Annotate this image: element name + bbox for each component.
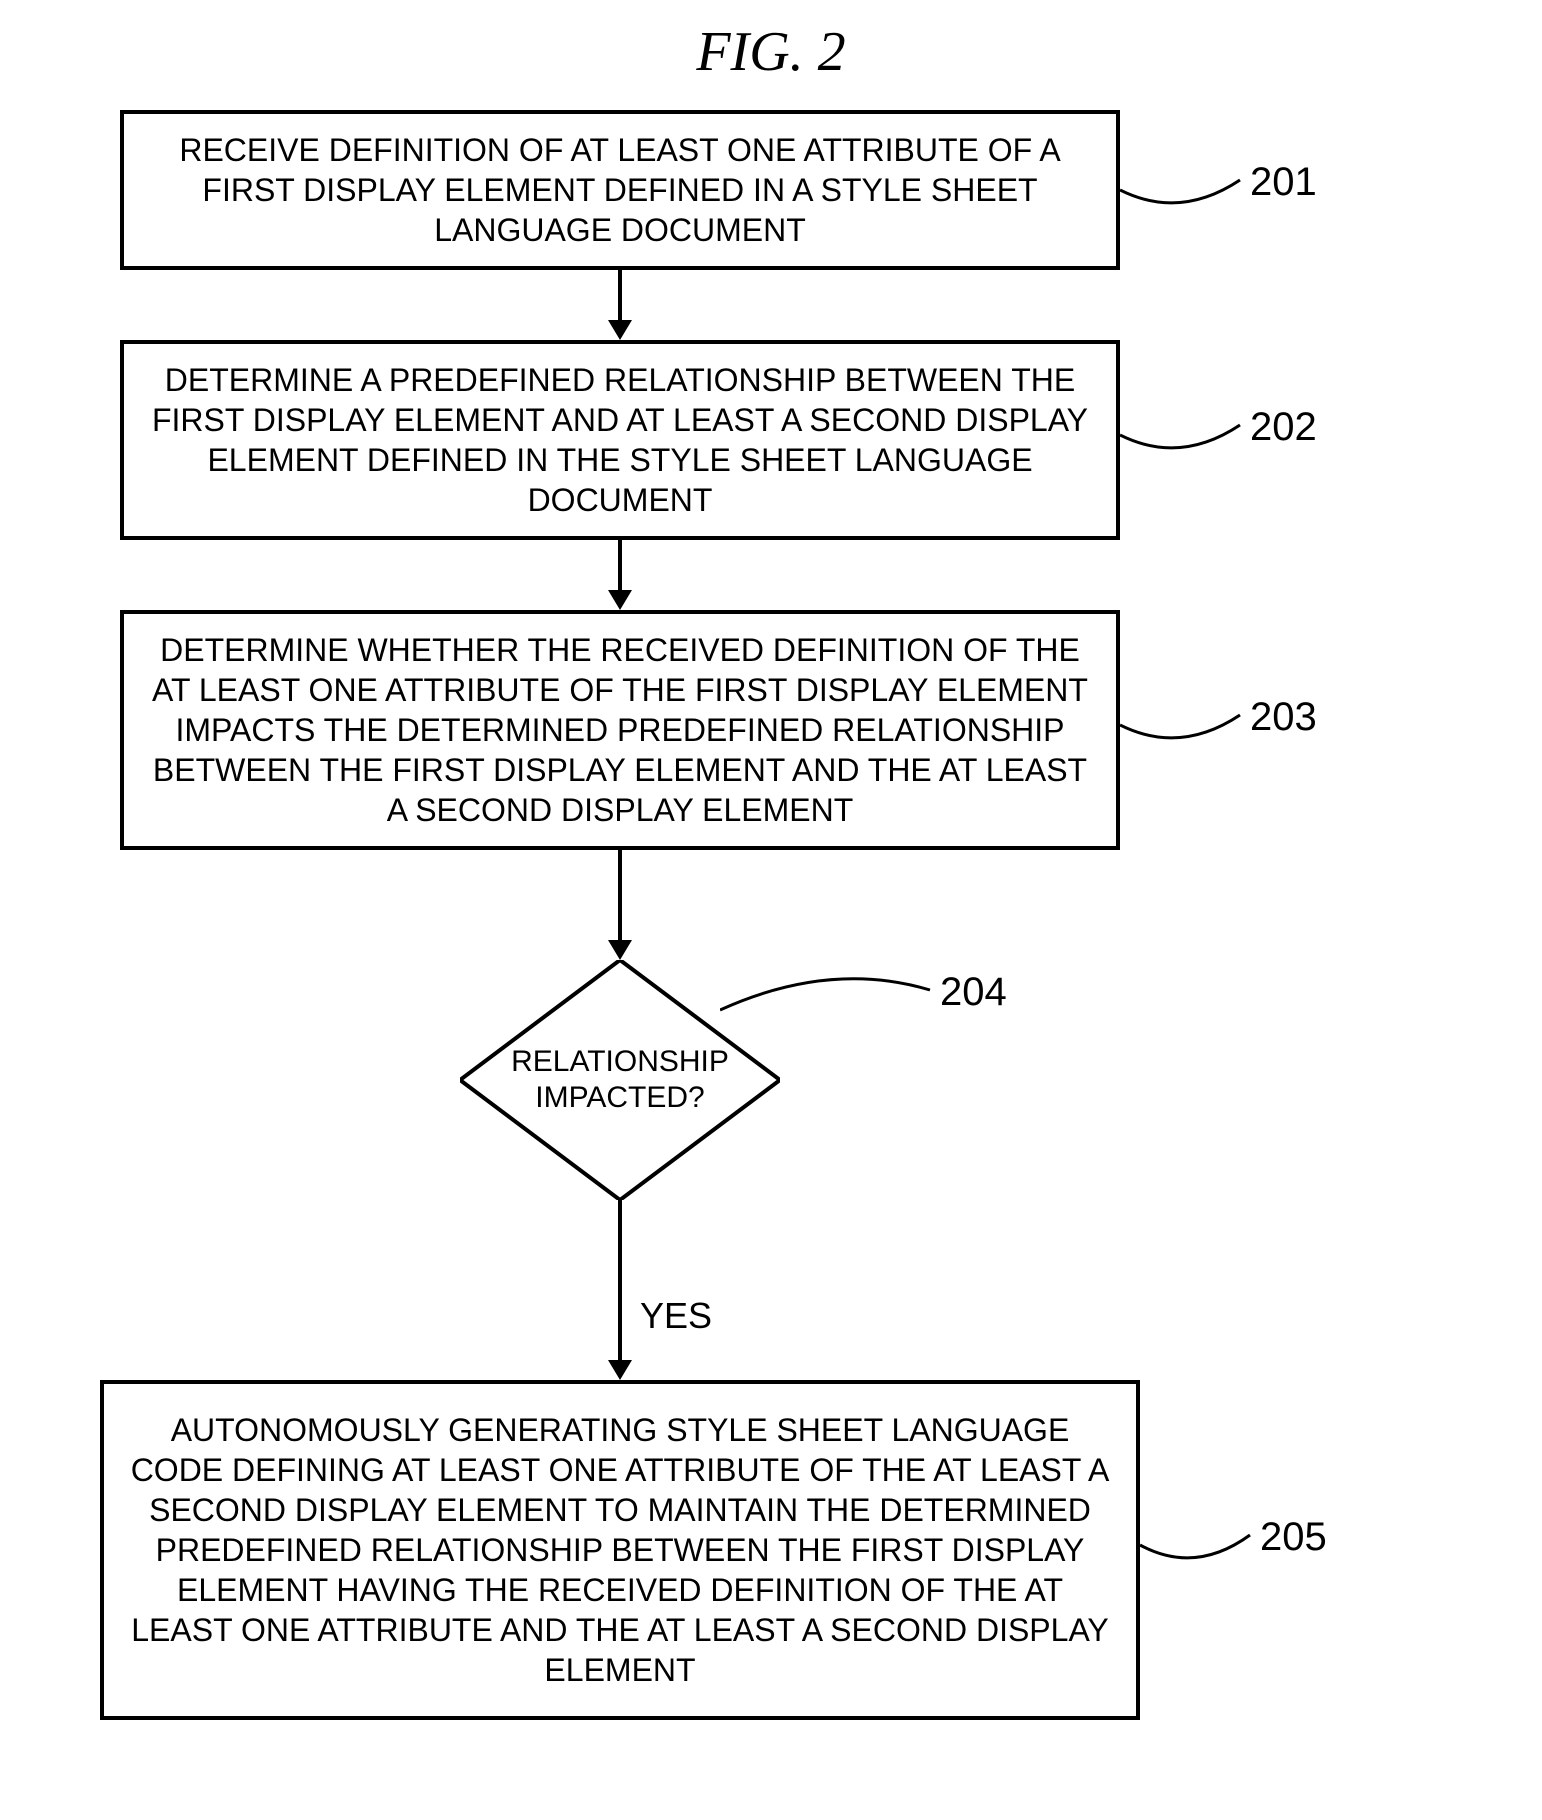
arrow-1-head [608,320,632,340]
arrow-4-head [608,1360,632,1380]
arrow-2-head [608,590,632,610]
flow-box-201: RECEIVE DEFINITION OF AT LEAST ONE ATTRI… [120,110,1120,270]
arrow-3-head [608,940,632,960]
flow-box-201-text: RECEIVE DEFINITION OF AT LEAST ONE ATTRI… [144,130,1096,250]
arrow-3 [618,850,622,942]
lead-line-202 [1120,415,1250,465]
flow-box-203-text: DETERMINE WHETHER THE RECEIVED DEFINITIO… [144,630,1096,830]
arrow-4 [618,1200,622,1362]
flow-box-205-text: AUTONOMOUSLY GENERATING STYLE SHEET LANG… [124,1410,1116,1690]
lead-line-205 [1140,1525,1260,1575]
flow-box-202: DETERMINE A PREDEFINED RELATIONSHIP BETW… [120,340,1120,540]
ref-203: 203 [1250,695,1317,740]
ref-202: 202 [1250,405,1317,450]
lead-line-201 [1120,170,1250,220]
arrow-2 [618,540,622,592]
flow-box-205: AUTONOMOUSLY GENERATING STYLE SHEET LANG… [100,1380,1140,1720]
arrow-1 [618,270,622,322]
flow-box-203: DETERMINE WHETHER THE RECEIVED DEFINITIO… [120,610,1120,850]
lead-line-203 [1120,705,1250,755]
ref-204: 204 [940,970,1007,1015]
flow-box-202-text: DETERMINE A PREDEFINED RELATIONSHIP BETW… [144,360,1096,520]
yes-label: YES [640,1295,712,1337]
ref-201: 201 [1250,160,1317,205]
lead-line-204 [720,970,940,1030]
ref-205: 205 [1260,1515,1327,1560]
figure-title: FIG. 2 [0,20,1542,84]
